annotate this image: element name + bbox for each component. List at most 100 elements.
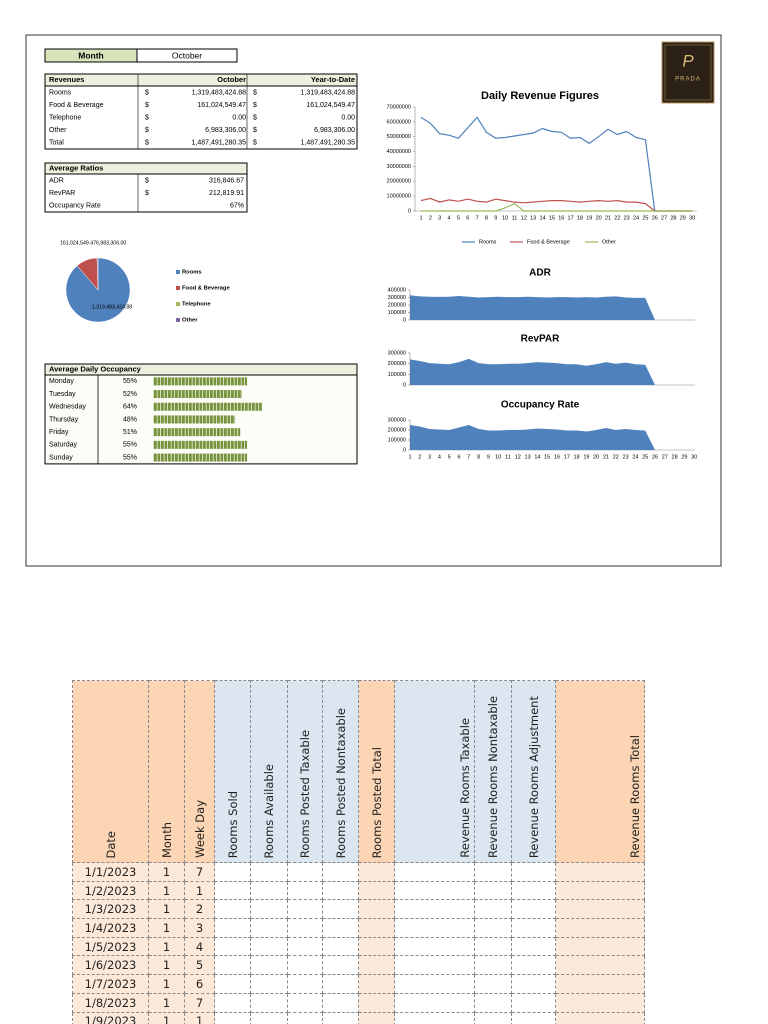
cell bbox=[322, 936, 359, 957]
pie-value-label: 161,024,549.47 bbox=[60, 240, 96, 246]
occupancy-title: Average Daily Occupancy bbox=[49, 364, 142, 373]
cell bbox=[250, 862, 288, 882]
sheet-row: 1/5/2023 1 4 bbox=[72, 936, 645, 957]
cell bbox=[394, 1011, 475, 1024]
ratio-label: Occupancy Rate bbox=[49, 202, 101, 209]
chart-title: Occupancy Rate bbox=[501, 400, 580, 411]
y-tick-label: 200000 bbox=[388, 427, 406, 433]
day-label: Friday bbox=[49, 429, 69, 436]
x-tick-label: 2 bbox=[418, 454, 421, 460]
column-header: Revenue Rooms Total bbox=[555, 680, 645, 863]
ratios-header: Average Ratios bbox=[49, 163, 103, 172]
x-tick-label: 30 bbox=[689, 215, 695, 221]
cell: 1 bbox=[148, 1011, 185, 1024]
x-tick-label: 14 bbox=[534, 454, 540, 460]
y-tick-label: 0 bbox=[403, 447, 406, 453]
legend-label: Other bbox=[602, 239, 616, 245]
cell bbox=[358, 974, 395, 994]
x-tick-label: 3 bbox=[438, 215, 441, 221]
cell bbox=[287, 955, 323, 976]
x-tick-label: 20 bbox=[596, 215, 602, 221]
x-tick-label: 20 bbox=[593, 454, 599, 460]
legend-label: Rooms bbox=[479, 239, 497, 245]
cell: 3 bbox=[184, 918, 215, 938]
cell bbox=[555, 862, 645, 882]
series-line bbox=[420, 116, 693, 212]
month-value: October bbox=[172, 50, 202, 60]
cell bbox=[322, 955, 359, 976]
cell bbox=[250, 1011, 288, 1024]
occupancy-bar bbox=[153, 415, 236, 424]
column-header: Revenue Rooms Taxable bbox=[394, 680, 475, 863]
x-tick-label: 26 bbox=[652, 454, 658, 460]
sheet-row: 1/7/2023 1 6 bbox=[72, 974, 645, 994]
cell bbox=[322, 880, 359, 901]
cell bbox=[474, 862, 512, 882]
revenues-cell: $ bbox=[145, 102, 149, 109]
cell bbox=[474, 880, 512, 901]
column-header-text: Rooms Posted Total bbox=[369, 746, 384, 858]
column-header-text: Rooms Posted Taxable bbox=[298, 729, 312, 858]
cell bbox=[511, 936, 556, 957]
cell bbox=[474, 936, 512, 957]
legend-label: Rooms bbox=[182, 270, 202, 276]
cell: 1 bbox=[148, 974, 185, 994]
revenues-cell: Food & Beverage bbox=[49, 102, 104, 109]
logo-monogram: P bbox=[682, 51, 694, 70]
legend-swatch bbox=[176, 318, 180, 322]
x-tick-label: 23 bbox=[624, 215, 630, 221]
revenues-cell: Telephone bbox=[49, 114, 81, 121]
x-tick-label: 6 bbox=[457, 454, 460, 460]
cell bbox=[250, 974, 288, 994]
y-tick-label: 0 bbox=[403, 317, 406, 323]
cell bbox=[555, 992, 645, 1013]
x-tick-label: 22 bbox=[613, 454, 619, 460]
revenues-cell: $ bbox=[253, 102, 257, 109]
revenues-cell: 0.00 bbox=[341, 114, 355, 121]
x-tick-label: 27 bbox=[662, 454, 668, 460]
cell: 6 bbox=[184, 974, 215, 994]
day-label: Sunday bbox=[49, 454, 73, 461]
x-tick-label: 5 bbox=[457, 215, 460, 221]
cell bbox=[358, 1011, 395, 1024]
column-header-text: Month bbox=[159, 821, 174, 858]
cell bbox=[394, 862, 475, 882]
sheet-row: 1/2/2023 1 1 bbox=[72, 880, 645, 901]
x-tick-label: 8 bbox=[477, 454, 480, 460]
revenues-cell: 1,319,483,424.88 bbox=[192, 89, 247, 96]
cell bbox=[214, 918, 251, 938]
cell bbox=[322, 992, 359, 1013]
cell bbox=[555, 1011, 645, 1024]
y-tick-label: 200000 bbox=[388, 361, 406, 367]
pie-value-label: 6,983,306.00 bbox=[96, 240, 126, 246]
revenues-cell: $ bbox=[253, 89, 257, 96]
logo-name: PRADA bbox=[675, 77, 701, 83]
column-header-text: Rooms Available bbox=[262, 763, 276, 858]
sheet-row: 1/3/2023 1 2 bbox=[72, 899, 645, 920]
cell bbox=[555, 880, 645, 901]
cell bbox=[474, 992, 512, 1013]
column-header: Revenue Rooms Adjustment bbox=[511, 680, 556, 863]
column-header: Month bbox=[148, 680, 185, 863]
x-tick-label: 15 bbox=[549, 215, 555, 221]
y-tick-label: 100000 bbox=[388, 437, 406, 443]
x-tick-label: 12 bbox=[521, 215, 527, 221]
revenues-cell: 1,487,491,280.35 bbox=[192, 139, 247, 146]
cell bbox=[394, 918, 475, 938]
x-tick-label: 24 bbox=[632, 454, 638, 460]
cell: 5 bbox=[184, 955, 215, 976]
cell bbox=[555, 899, 645, 920]
spreadsheet: Date Month Week Day Rooms Sold Rooms Availab… bbox=[72, 680, 645, 1024]
x-tick-label: 14 bbox=[539, 215, 545, 221]
day-label: Thursday bbox=[49, 416, 79, 423]
dashboard: P PRADA Month October Revenues October Year-… bbox=[25, 34, 722, 567]
cell bbox=[511, 918, 556, 938]
cell: 1 bbox=[148, 992, 185, 1013]
revenues-frame bbox=[44, 73, 358, 150]
revenues-cell: $ bbox=[145, 89, 149, 96]
cell: 1/5/2023 bbox=[72, 936, 149, 957]
x-tick-label: 2 bbox=[429, 215, 432, 221]
chart-title: RevPAR bbox=[521, 334, 560, 345]
cell bbox=[394, 992, 475, 1013]
occupancy-value: 51% bbox=[123, 429, 137, 436]
